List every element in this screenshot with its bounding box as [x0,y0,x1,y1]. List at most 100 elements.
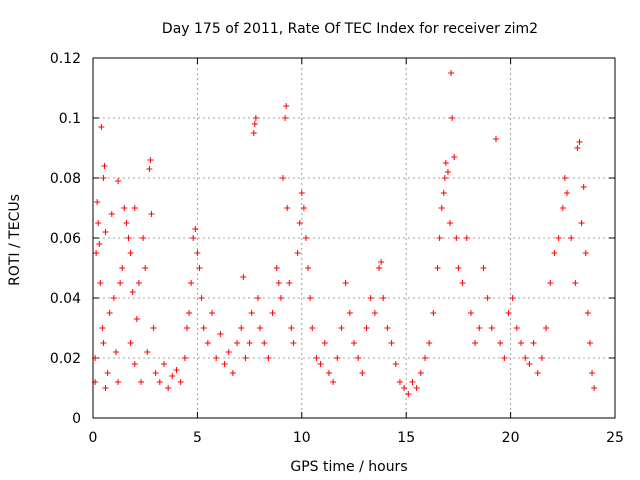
data-point [144,349,151,355]
data-point [200,325,207,331]
data-point [95,220,102,226]
data-point [169,373,176,379]
data-point [538,355,545,361]
data-point [135,280,142,286]
data-point [93,250,100,256]
y-axis-title: ROTI / TECUs [7,194,23,286]
tick-labels: 0 5 10 15 20 25 0 0.02 0.04 0.06 0.08 0.1 0.12 [50,51,624,446]
data-point [313,355,320,361]
data-point [108,211,115,217]
data-point [325,370,332,376]
data-point [286,280,293,286]
data-point [543,325,550,331]
data-point [261,340,268,346]
data-point [101,163,108,169]
data-point [505,310,512,316]
data-point [194,250,201,256]
data-point [196,265,203,271]
data-point [578,220,585,226]
data-point [112,349,119,355]
data-point [181,355,188,361]
data-point [444,169,451,175]
data-point [115,379,122,385]
data-point [518,340,525,346]
plot-area-border [92,57,616,419]
data-point [221,361,228,367]
data-point [96,241,103,247]
data-point [246,340,253,346]
data-point [501,355,508,361]
data-point [277,295,284,301]
data-point [582,250,589,256]
data-point [448,70,455,76]
data-point [131,361,138,367]
data-point [530,340,537,346]
data-point [480,265,487,271]
data-point [97,280,104,286]
data-point [229,370,236,376]
data-point [449,115,456,121]
data-point [330,379,337,385]
data-point [240,274,247,280]
data-point [434,265,441,271]
data-point [384,325,391,331]
data-point [455,265,462,271]
y-tick-label: 0.1 [59,111,81,127]
data-point [563,190,570,196]
data-point [436,235,443,241]
x-tick-label: 0 [89,430,98,446]
x-axis-title: GPS time / hours [290,459,407,475]
data-point [188,280,195,286]
data-point [559,205,566,211]
data-point [459,280,466,286]
data-point [173,367,180,373]
chart-title: Day 175 of 2011, Rate Of TEC Index for r… [162,21,538,37]
data-point [283,103,290,109]
x-tick-label: 15 [397,430,415,446]
data-point [282,115,289,121]
data-point [117,280,124,286]
data-point [190,235,197,241]
data-point [586,340,593,346]
data-point [94,199,101,205]
data-point [238,325,245,331]
x-tick-label: 25 [606,430,624,446]
data-point [467,310,474,316]
data-point [526,361,533,367]
data-point [100,175,107,181]
data-point [102,385,109,391]
data-point [309,325,316,331]
data-point [98,124,105,130]
data-point [284,205,291,211]
data-point [115,178,122,184]
data-point [146,166,153,172]
x-tick-label: 10 [293,430,311,446]
data-point [355,355,362,361]
data-point [213,355,220,361]
data-point [152,370,159,376]
data-point [248,310,255,316]
data-point [251,121,258,127]
data-point [572,280,579,286]
gridlines [93,58,615,418]
data-point [131,205,138,211]
data-point [484,295,491,301]
data-point [438,205,445,211]
data-point [307,295,314,301]
data-point [321,340,328,346]
data-point [453,235,460,241]
data-point [156,379,163,385]
data-point [269,310,276,316]
data-point [147,157,154,163]
data-point [351,340,357,346]
data-point [378,259,385,265]
data-point [252,115,259,121]
data-point [142,265,149,271]
data-point [129,289,136,295]
data-point [257,325,264,331]
data-point [440,190,447,196]
data-point [104,370,111,376]
data-point [305,265,312,271]
data-point [561,175,568,181]
